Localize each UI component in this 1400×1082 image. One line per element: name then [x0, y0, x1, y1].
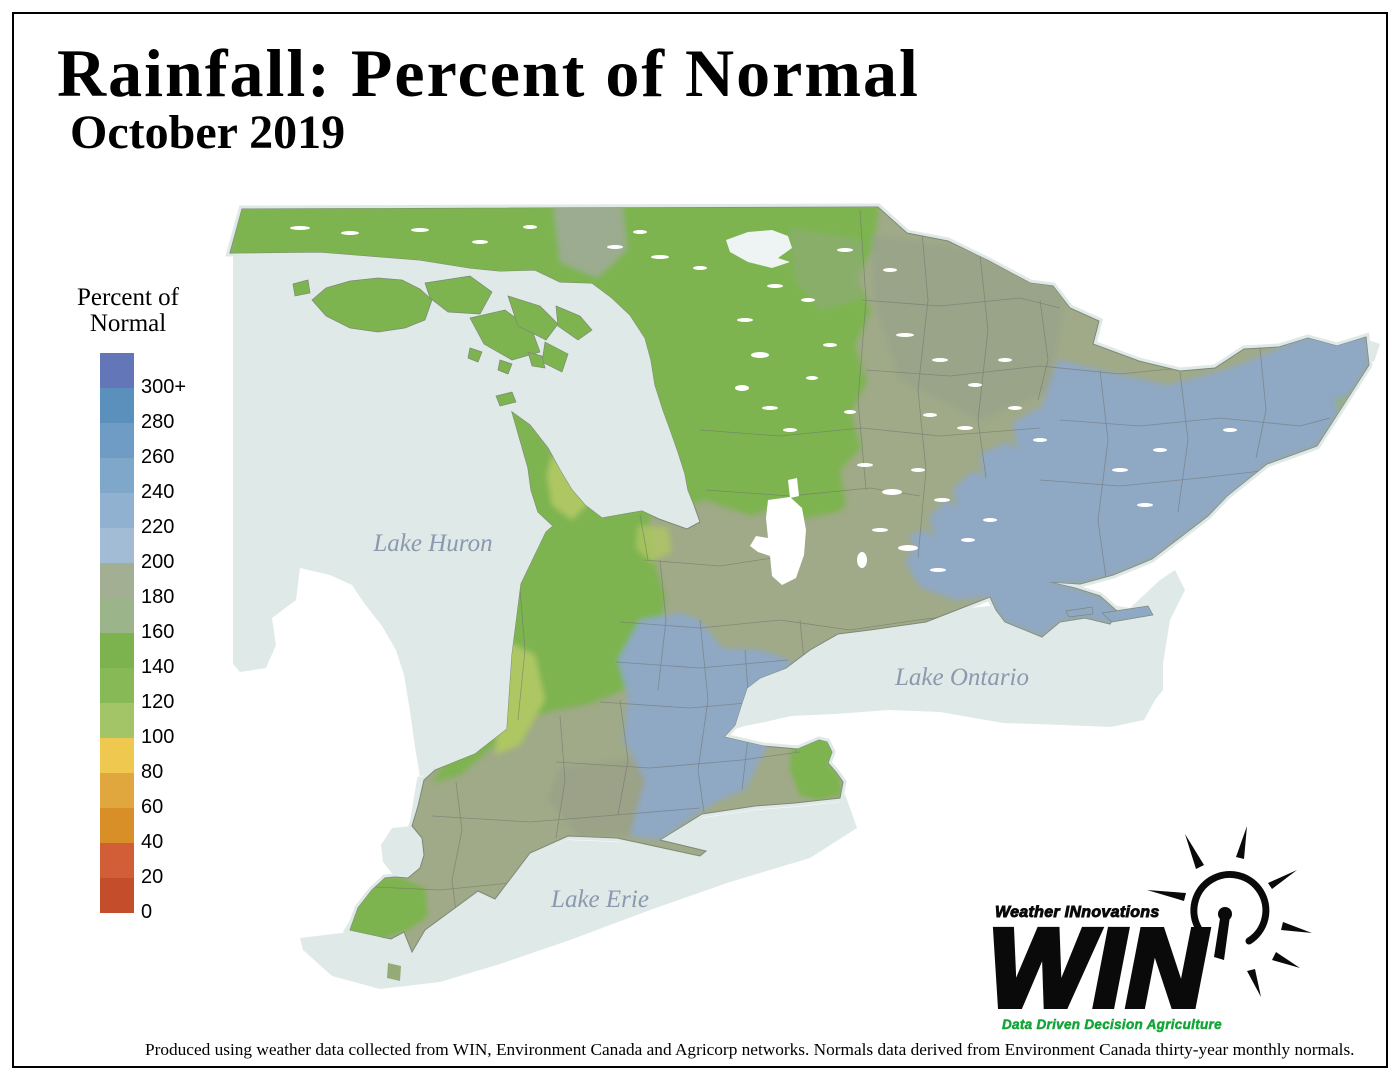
svg-text:Lake Ontario: Lake Ontario — [894, 664, 1029, 691]
svg-text:Data Driven Decision Agricultu: Data Driven Decision Agriculture — [1002, 1017, 1222, 1032]
svg-text:Weather INnovations: Weather INnovations — [995, 904, 1160, 921]
svg-text:Lake Erie: Lake Erie — [550, 886, 649, 913]
svg-text:WIN: WIN — [988, 907, 1208, 1030]
svg-text:Lake Huron: Lake Huron — [372, 530, 492, 557]
